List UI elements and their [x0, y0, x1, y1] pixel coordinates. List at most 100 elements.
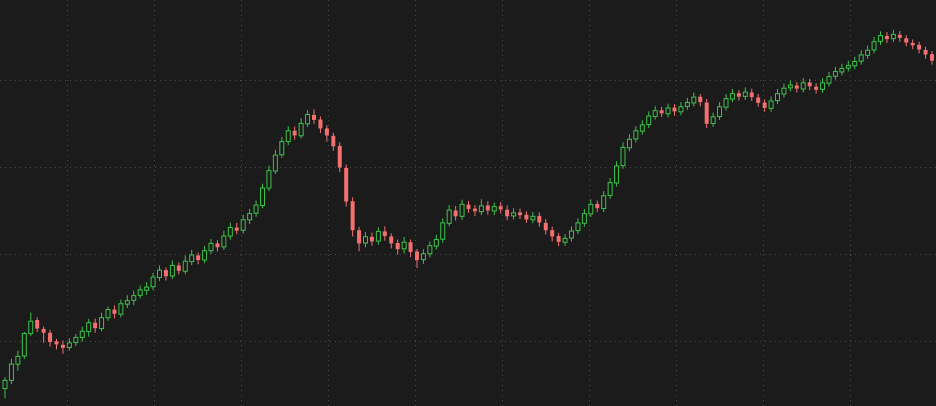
- candle: [305, 110, 311, 127]
- candle: [485, 201, 490, 215]
- candle: [408, 239, 413, 258]
- candle-body: [312, 114, 316, 120]
- candle: [176, 262, 181, 275]
- candle-body: [144, 286, 150, 291]
- candle: [215, 240, 220, 252]
- candle-body: [79, 330, 85, 338]
- candle-body: [910, 42, 915, 46]
- candle-body: [756, 97, 761, 103]
- candle: [537, 212, 542, 227]
- candle: [227, 222, 233, 240]
- candle: [704, 99, 709, 129]
- candle-body: [150, 276, 156, 288]
- candle: [312, 109, 316, 124]
- candle: [279, 136, 285, 158]
- candle-body: [736, 93, 741, 97]
- candle: [446, 205, 452, 227]
- candle: [807, 78, 812, 91]
- candle: [530, 212, 536, 224]
- candle-body: [550, 230, 555, 237]
- candle-body: [518, 212, 522, 216]
- candle: [28, 312, 34, 336]
- candle-body: [137, 289, 143, 296]
- candle-body: [652, 110, 658, 117]
- candle: [318, 116, 323, 134]
- candle-body: [562, 237, 568, 243]
- candle-body: [99, 317, 105, 330]
- candle: [820, 78, 826, 93]
- candle: [749, 88, 754, 101]
- candle-body: [2, 379, 8, 390]
- candle: [768, 96, 774, 112]
- candle-body: [196, 255, 201, 261]
- candle: [639, 120, 645, 135]
- candle-body: [646, 115, 652, 126]
- candle: [298, 118, 304, 139]
- candle: [575, 218, 581, 235]
- candle-body: [710, 116, 716, 124]
- candle-body: [800, 82, 806, 90]
- candle-body: [626, 138, 632, 149]
- candle: [884, 32, 889, 43]
- candle: [930, 51, 934, 65]
- candle: [344, 164, 349, 207]
- candle: [665, 103, 671, 118]
- candle-body: [723, 98, 729, 108]
- candle: [420, 249, 426, 264]
- candle-body: [794, 85, 799, 89]
- candle: [498, 201, 503, 214]
- candle: [729, 88, 735, 103]
- candle-body: [48, 332, 53, 343]
- candle-body: [639, 124, 645, 132]
- candle-body: [35, 320, 40, 329]
- candle-body: [208, 242, 214, 252]
- candle-body: [466, 204, 471, 209]
- candle-body: [729, 93, 735, 100]
- candle: [775, 88, 780, 105]
- candle-body: [678, 106, 684, 113]
- candle-body: [775, 93, 780, 102]
- candle: [105, 306, 111, 321]
- candle: [401, 236, 407, 254]
- candle-body: [832, 71, 838, 77]
- candle: [698, 94, 703, 107]
- candle-body: [247, 213, 253, 221]
- candle: [150, 272, 156, 291]
- candle: [845, 60, 851, 72]
- candle-body: [607, 182, 613, 196]
- candle: [710, 112, 716, 127]
- candle-body: [169, 264, 175, 277]
- candle: [337, 142, 342, 173]
- candle-body: [768, 100, 774, 109]
- candle: [787, 80, 793, 92]
- candle-body: [60, 344, 65, 348]
- candle-body: [157, 269, 162, 278]
- candle-body: [215, 243, 220, 248]
- candle-body: [595, 203, 600, 209]
- candle: [41, 326, 46, 343]
- candle-body: [163, 270, 168, 277]
- candle: [472, 205, 477, 216]
- candle: [427, 241, 433, 258]
- candle-body: [923, 49, 928, 55]
- candle: [691, 92, 697, 107]
- candle: [124, 295, 130, 309]
- candle-body: [221, 235, 227, 248]
- candle-body: [665, 107, 671, 115]
- candle: [581, 208, 587, 227]
- candle: [459, 199, 465, 220]
- candle-body: [717, 106, 723, 117]
- candle: [781, 83, 787, 98]
- candle: [208, 239, 214, 254]
- candle-body: [524, 214, 529, 220]
- candle-body: [375, 230, 381, 242]
- candle-body: [73, 336, 79, 343]
- candles: [2, 29, 934, 399]
- candle-body: [318, 119, 323, 129]
- candle-body: [820, 82, 826, 90]
- candle: [601, 191, 607, 213]
- candle: [350, 197, 355, 237]
